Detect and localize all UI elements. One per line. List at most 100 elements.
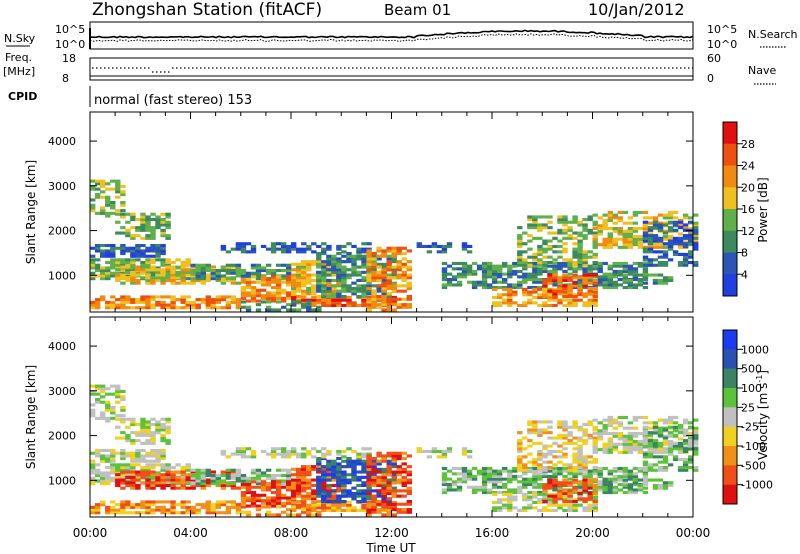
power-cell bbox=[306, 298, 312, 302]
power-cell bbox=[145, 246, 151, 250]
velocity-cell bbox=[286, 449, 292, 453]
power-cell bbox=[657, 273, 664, 277]
velocity-cell bbox=[210, 476, 216, 480]
velocity-cell bbox=[562, 483, 568, 487]
power-cell bbox=[557, 286, 563, 290]
power-cell bbox=[401, 276, 407, 280]
power-cell bbox=[562, 247, 568, 251]
power-cell bbox=[336, 284, 342, 288]
velocity-cell bbox=[461, 474, 468, 478]
power-cell bbox=[607, 278, 613, 282]
x-tick-label: 04:00 bbox=[173, 526, 208, 540]
velocity-cell bbox=[95, 468, 101, 472]
power-cell bbox=[642, 229, 649, 233]
velocity-cell bbox=[286, 480, 292, 484]
power-cell bbox=[326, 268, 332, 272]
power-cell bbox=[572, 218, 578, 222]
power-cell bbox=[170, 306, 176, 310]
power-cell bbox=[396, 249, 402, 253]
power-cell bbox=[351, 286, 357, 290]
power-cell bbox=[175, 258, 181, 262]
velocity-cell bbox=[582, 468, 588, 472]
velocity-cell bbox=[622, 426, 628, 430]
power-cell bbox=[507, 269, 513, 273]
velocity-cell bbox=[316, 506, 322, 510]
velocity-cell bbox=[235, 486, 242, 490]
power-cell bbox=[275, 291, 282, 295]
velocity-cell bbox=[235, 503, 242, 507]
power-cell bbox=[542, 267, 548, 271]
power-cell bbox=[431, 244, 438, 248]
power-cell bbox=[396, 303, 402, 307]
power-cell bbox=[346, 257, 352, 261]
power-cell bbox=[205, 295, 211, 299]
velocity-cell bbox=[336, 508, 342, 512]
power-cell bbox=[552, 278, 558, 282]
velocity-cell bbox=[291, 478, 297, 482]
power-cell bbox=[517, 255, 523, 259]
velocity-cell bbox=[286, 471, 292, 475]
power-cell bbox=[286, 278, 292, 282]
velocity-cell bbox=[371, 483, 377, 487]
power-cell bbox=[205, 306, 211, 310]
colorbar-tick-label: 20 bbox=[741, 181, 755, 194]
power-cell bbox=[662, 255, 669, 259]
velocity-cell bbox=[150, 500, 156, 504]
velocity-cell bbox=[607, 485, 613, 489]
power-cell bbox=[366, 242, 372, 246]
power-cell bbox=[130, 300, 136, 304]
velocity-cell bbox=[105, 392, 111, 396]
velocity-cell bbox=[542, 420, 548, 424]
velocity-cell bbox=[652, 463, 659, 467]
power-cell bbox=[582, 258, 588, 262]
power-cell bbox=[582, 226, 588, 230]
power-cell bbox=[532, 290, 538, 294]
power-cell bbox=[637, 243, 644, 247]
velocity-cell bbox=[647, 441, 654, 445]
power-cell bbox=[391, 265, 397, 269]
power-cell bbox=[351, 244, 357, 248]
velocity-cell bbox=[220, 479, 227, 483]
velocity-cell bbox=[180, 481, 186, 485]
power-cell bbox=[567, 258, 573, 262]
power-cell bbox=[652, 278, 659, 282]
colorbar-swatch bbox=[723, 209, 737, 232]
velocity-cell bbox=[145, 473, 151, 477]
velocity-cell bbox=[672, 447, 679, 451]
velocity-cell bbox=[205, 478, 211, 482]
velocity-cell bbox=[567, 431, 573, 435]
power-cell bbox=[291, 244, 297, 248]
velocity-cell bbox=[637, 469, 644, 473]
velocity-cell bbox=[456, 466, 463, 470]
velocity-cell bbox=[180, 483, 186, 487]
power-cell bbox=[547, 215, 553, 219]
power-cell bbox=[235, 269, 242, 273]
power-cell bbox=[497, 293, 503, 297]
power-cell bbox=[487, 272, 493, 276]
power-cell bbox=[155, 273, 161, 277]
power-cell bbox=[160, 300, 166, 304]
velocity-cell bbox=[487, 472, 493, 476]
power-cell bbox=[250, 299, 257, 303]
velocity-cell bbox=[250, 480, 257, 484]
velocity-cell bbox=[597, 432, 603, 436]
power-cell bbox=[667, 258, 674, 262]
velocity-cell bbox=[190, 508, 196, 512]
power-cell bbox=[612, 280, 618, 284]
power-cell bbox=[512, 283, 518, 287]
velocity-cell bbox=[497, 506, 503, 510]
power-cell bbox=[341, 273, 347, 277]
power-cell bbox=[336, 301, 342, 305]
velocity-cell bbox=[291, 508, 297, 512]
power-cell bbox=[291, 298, 297, 302]
power-cell bbox=[547, 231, 553, 235]
power-cell bbox=[155, 218, 161, 222]
power-cell bbox=[381, 292, 387, 296]
velocity-cell bbox=[481, 474, 488, 478]
power-cell bbox=[461, 247, 468, 251]
power-cell bbox=[205, 278, 211, 282]
power-cell bbox=[170, 295, 176, 299]
velocity-cell bbox=[260, 501, 267, 505]
velocity-cell bbox=[592, 428, 598, 432]
